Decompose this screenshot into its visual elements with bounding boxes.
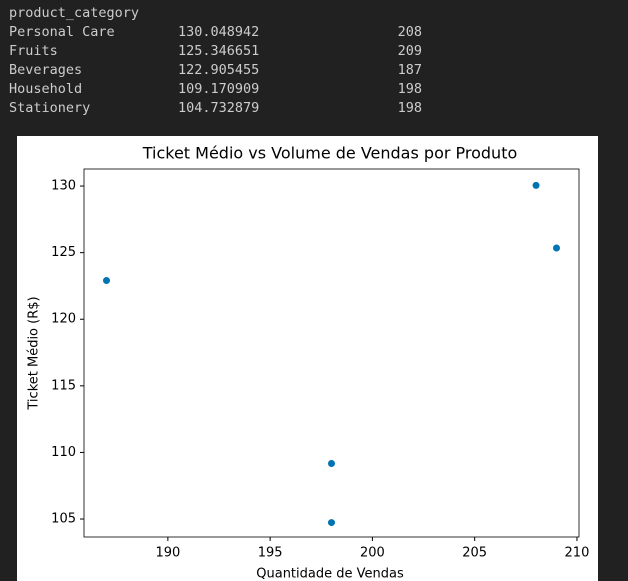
index-name: product_category — [9, 5, 139, 21]
point — [532, 181, 540, 189]
point — [328, 459, 335, 467]
x-tick-label: 195 — [258, 546, 283, 561]
y-tick-label: 105 — [51, 512, 76, 527]
x-tick-label: 210 — [565, 546, 590, 561]
x-axis-label: Quantidade de Vendas — [256, 567, 404, 581]
y-tick-label: 115 — [51, 378, 76, 393]
table-cell: Personal Care — [9, 24, 115, 40]
y-axis-label: Ticket Médio (R$) — [27, 296, 42, 410]
table-cell: 104.732879 — [178, 100, 259, 116]
point — [553, 244, 560, 252]
table-cell: Fruits — [9, 43, 58, 59]
table-cell: 198 — [398, 81, 422, 97]
table-cell: 209 — [398, 43, 422, 59]
table-cell: Household — [9, 81, 82, 97]
figure-background — [17, 136, 598, 581]
table-cell: 187 — [398, 62, 422, 78]
chart-title: Ticket Médio vs Volume de Vendas por Pro… — [142, 144, 518, 163]
table-cell: 109.170909 — [178, 81, 259, 97]
point — [103, 277, 110, 285]
table-cell: 198 — [398, 100, 422, 116]
y-tick-label: 130 — [51, 179, 76, 194]
x-tick-label: 190 — [155, 546, 180, 561]
table-cell: 208 — [398, 24, 422, 40]
plot-frame — [83, 168, 580, 538]
table-cell: Stationery — [9, 100, 90, 116]
y-tick-label: 125 — [51, 245, 76, 260]
y-tick-label: 120 — [51, 312, 76, 327]
table-cell: 122.905455 — [178, 62, 259, 78]
table-cell: 125.346651 — [178, 43, 259, 59]
table-cell: 130.048942 — [178, 24, 259, 40]
x-tick-label: 200 — [360, 546, 385, 561]
point — [328, 519, 335, 527]
x-tick-label: 205 — [462, 546, 487, 561]
table-cell: Beverages — [9, 62, 82, 78]
y-tick-label: 110 — [51, 445, 76, 460]
